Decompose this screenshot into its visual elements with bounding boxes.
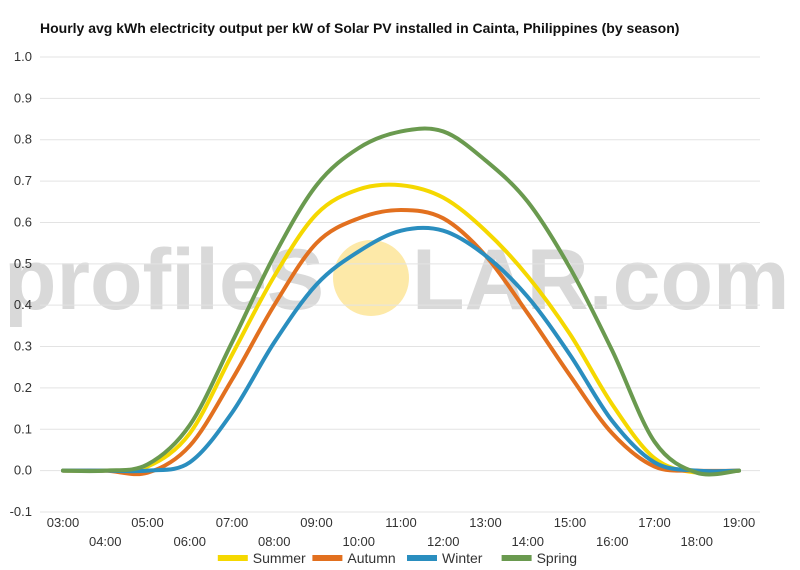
legend-label: Winter	[442, 550, 483, 566]
x-tick-label: 15:00	[554, 515, 587, 530]
legend: Summer Autumn Winter Spring	[217, 550, 577, 566]
series-line-summer	[61, 182, 741, 476]
legend-label: Spring	[537, 550, 577, 566]
chart-title: Hourly avg kWh electricity output per kW…	[40, 20, 679, 36]
y-tick-label: 0.4	[14, 297, 32, 312]
legend-item-winter[interactable]: Winter	[407, 550, 483, 566]
x-tick-label: 13:00	[469, 515, 502, 530]
legend-swatch	[217, 555, 248, 561]
y-tick-label: 0.5	[14, 256, 32, 271]
x-tick-label: 08:00	[258, 534, 291, 549]
y-tick-label: 0.6	[14, 214, 32, 229]
x-tick-label: 04:00	[89, 534, 122, 549]
x-tick-label: 18:00	[680, 534, 713, 549]
legend-item-spring[interactable]: Spring	[501, 550, 577, 566]
legend-item-autumn[interactable]: Autumn	[312, 550, 396, 566]
series-line-winter	[61, 225, 741, 474]
x-tick-label: 07:00	[216, 515, 249, 530]
legend-label: Summer	[253, 550, 306, 566]
x-tick-label: 17:00	[638, 515, 671, 530]
legend-label: Autumn	[347, 550, 395, 566]
x-tick-label: 12:00	[427, 534, 460, 549]
x-tick-label: 09:00	[300, 515, 333, 530]
watermark-text-right: LAR.com	[412, 232, 789, 328]
x-tick-label: 03:00	[47, 515, 80, 530]
y-tick-label: 0.7	[14, 173, 32, 188]
y-tick-label: 0.0	[14, 463, 32, 478]
series-line-spring	[61, 126, 741, 477]
x-tick-label: 05:00	[131, 515, 164, 530]
watermark-sun-icon	[333, 240, 409, 316]
x-tick-label: 16:00	[596, 534, 629, 549]
x-tick-label: 14:00	[511, 534, 544, 549]
legend-swatch	[501, 555, 532, 561]
x-tick-label: 06:00	[173, 534, 206, 549]
x-tick-label: 11:00	[385, 515, 417, 530]
x-tick-label: 10:00	[342, 534, 375, 549]
y-tick-label: 0.1	[14, 421, 32, 436]
series-line-autumn	[61, 208, 741, 477]
y-tick-label: 1.0	[14, 49, 32, 64]
legend-swatch	[312, 555, 343, 561]
y-tick-label: -0.1	[10, 504, 32, 519]
watermark-text-left: profileS	[4, 232, 324, 328]
y-tick-label: 0.3	[14, 339, 32, 354]
series-lines	[61, 126, 741, 477]
x-tick-label: 19:00	[723, 515, 756, 530]
x-axis-ticks: 03:00 04:00 05:00 06:00 07:00 08:00 09:00 10:00…	[47, 515, 756, 549]
watermark: profileS LAR.com	[4, 232, 789, 328]
legend-swatch	[407, 555, 437, 561]
y-tick-label: 0.2	[14, 380, 32, 395]
y-tick-label: 0.8	[14, 132, 32, 147]
legend-item-summer[interactable]: Summer	[217, 550, 306, 566]
y-axis-ticks: -0.1 0.0 0.1 0.2 0.3 0.4 0.5 0.6 0.7 0.8 0.9 1.0	[10, 49, 32, 519]
y-tick-label: 0.9	[14, 90, 32, 105]
